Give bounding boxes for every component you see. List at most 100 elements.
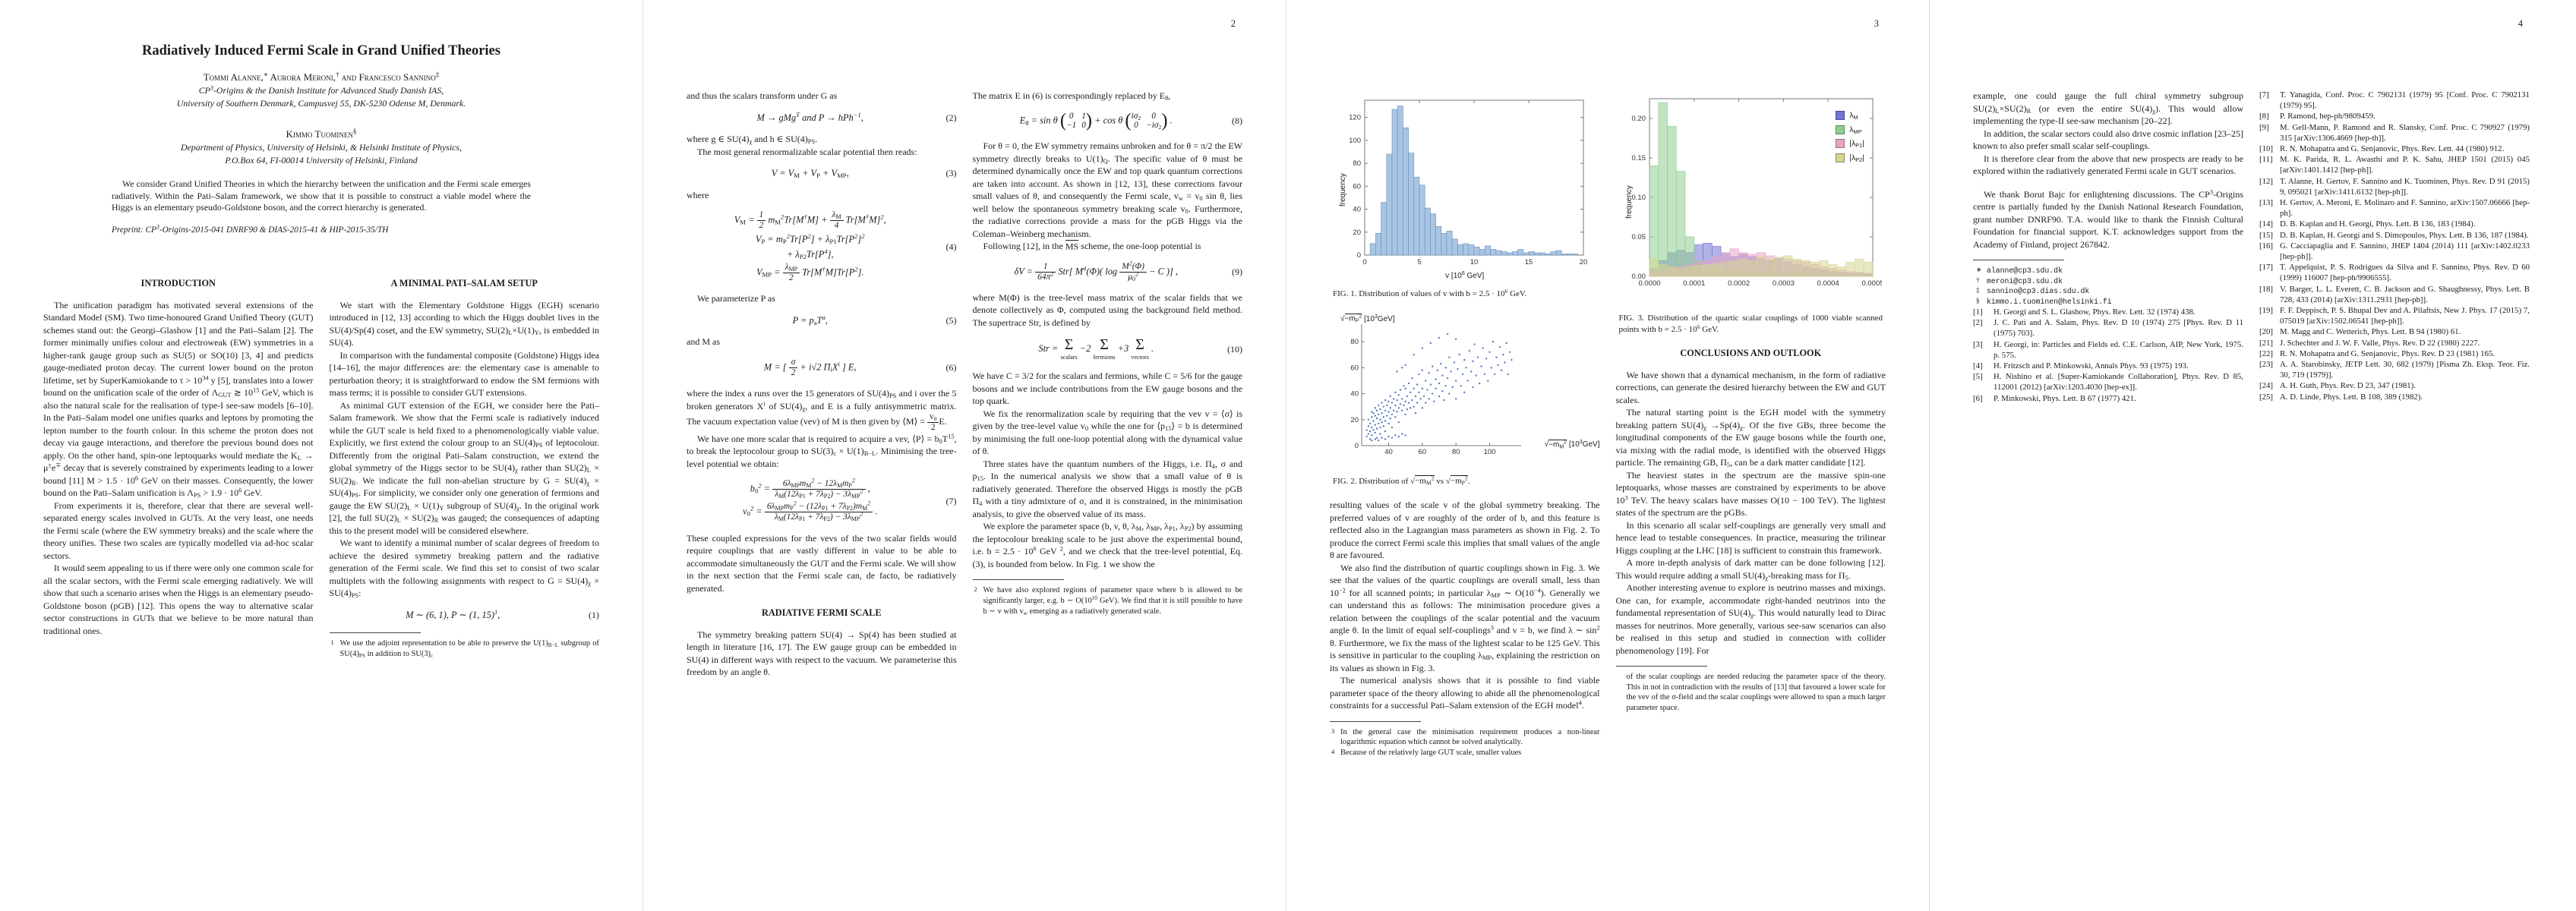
paragraph: We explore the parameter space (b, v, θ,… <box>972 521 1243 569</box>
email-notes: ∗ alanne@cp3.sdu.dk † meroni@cp3.sdu.dk ‡ san… <box>1973 266 2243 307</box>
fig3-plot: 0.0000 0.0001 0.0002 0.0003 0.0004 0.0005 0.00… <box>1631 98 1882 288</box>
paragraph: We have C = 3/2 for the scalars and ferm… <box>972 370 1243 407</box>
svg-text:20: 20 <box>1353 229 1361 237</box>
affiliation-line: P.O.Box 64, FI-00014 University of Helsi… <box>225 155 418 166</box>
paragraph: resulting values of the scale v of the g… <box>1330 500 1600 561</box>
footnote-text: In the general case the minimisation req… <box>1340 727 1600 747</box>
svg-text:60: 60 <box>1353 182 1361 191</box>
affiliation-line: CP3-Origins & the Danish Institute for A… <box>198 84 444 96</box>
footnote-rule <box>1330 720 1421 722</box>
equation-line: + λP2Tr[P4], <box>786 247 834 260</box>
reference-text: A. A. Starobinsky, JETP Lett. 30, 682 (1… <box>2280 360 2530 380</box>
reference-text: H. Nishino et al. [Super-Kamiokande Coll… <box>1994 372 2243 392</box>
reference-item: [5] H. Nishino et al. [Super-Kamiokande C… <box>1973 371 2243 392</box>
paragraph: We parameterize P as <box>697 293 775 304</box>
figure-block: 0.0000 0.0001 0.0002 0.0003 0.0004 0.0005 0.00… <box>1616 91 1886 335</box>
email-mark: § <box>1976 296 1980 304</box>
svg-text:0.0003: 0.0003 <box>1772 279 1794 288</box>
footnote: 3 In the general case the minimisation re… <box>1330 727 1600 748</box>
reference-text: A. D. Linde, Phys. Lett. B 108, 389 (198… <box>2280 392 2423 402</box>
reference-text: T. Yanagida, Conf. Proc. C 7902131 (1979… <box>2280 90 2530 111</box>
reference-item: [6] P. Minkowski, Phys. Lett. B 67 (1977)… <box>1973 393 2243 404</box>
svg-text:0.05: 0.05 <box>1631 233 1646 241</box>
reference-label: [16] <box>2259 241 2273 251</box>
svg-text:0.0002: 0.0002 <box>1728 279 1750 288</box>
equation-number: (8) <box>1232 115 1242 127</box>
paragraph: We also find the distribution of quartic… <box>1330 562 1600 673</box>
affiliation-line: University of Southern Denmark, Campusve… <box>176 98 466 109</box>
svg-text:10: 10 <box>1470 258 1479 266</box>
figure-fig1: 0 5 10 15 20 0 20 40 60 80 100 120 frequency v [106 G… <box>1330 91 1600 282</box>
reference-item: [17] T. Appelquist, P. S. Rodrigues da Si… <box>2259 262 2530 283</box>
two-column-area: example, one could gauge the full chiral… <box>1930 90 2573 404</box>
email-address: alanne@cp3.sdu.dk <box>1987 266 2063 275</box>
page-3: 3 0 5 10 15 20 0 20 40 60 80 100 120 frequency v [106 … <box>1286 0 1930 911</box>
equation-number: (10) <box>1227 344 1242 355</box>
footnote-text: We use the adjoint representation to be … <box>339 639 600 659</box>
legend-label: λM <box>1849 111 1858 121</box>
reference-text: D. B. Kaplan, H. Georgi and S. Dimopoulo… <box>2280 230 2529 240</box>
paragraph: and M as <box>687 336 720 348</box>
fig2-plot: 40 60 80 100 0 20 40 60 80 <box>1350 323 1521 456</box>
fig3-ylabel: frequency <box>1624 185 1634 219</box>
reference-text: M. Gell-Mann, P. Ramond and R. Slansky, … <box>2280 122 2530 143</box>
reference-text: H. Fritzsch and P. Minkowski, Annals Phy… <box>1994 361 2189 371</box>
svg-text:40: 40 <box>1384 448 1393 456</box>
paragraph: The numerical analysis shows that it is … <box>1330 675 1600 711</box>
reference-item: [25] A. D. Linde, Phys. Lett. B 108, 389 … <box>2259 392 2530 402</box>
column-1: example, one could gauge the full chiral… <box>1973 90 2243 404</box>
reference-label: [20] <box>2259 327 2273 337</box>
footnote: 2 We have also explored regions of parame… <box>973 585 1243 616</box>
column-1: 0 5 10 15 20 0 20 40 60 80 100 120 frequency v [106 G… <box>1330 90 1600 758</box>
equation-line: M → gMgT and P → hPh−1, <box>756 110 863 123</box>
figure-caption: FIG. 1. Distribution of values of v with… <box>1333 287 1527 298</box>
paragraph: We fix the renormalization scale by requ… <box>972 408 1243 457</box>
paragraph: where the index a runs over the 15 gener… <box>687 388 957 432</box>
reference-text: M. K. Parida, R. L. Awasthi and P. K. Sa… <box>2280 155 2530 175</box>
paragraph: We start with the Elementary Goldstone H… <box>329 299 600 348</box>
legend-swatch <box>1836 111 1845 121</box>
reference-text: J. C. Pati and A. Salam, Phys. Rev. D 10… <box>1994 318 2243 339</box>
svg-text:0.0005: 0.0005 <box>1861 279 1882 288</box>
equation-line: V = VM + VP + VMP, <box>771 168 849 180</box>
svg-text:0.20: 0.20 <box>1631 115 1646 123</box>
reference-label: [10] <box>2259 144 2273 154</box>
email-address: meroni@cp3.sdu.dk <box>1987 276 2063 285</box>
reference-label: [13] <box>2259 198 2273 208</box>
svg-text:20: 20 <box>1350 415 1359 424</box>
footnote-mark: 1 <box>330 638 334 647</box>
preprint-line: Preprint: CP3-Origins-2015-041 DNRF90 & … <box>112 224 389 235</box>
equation-body: P = paTa, <box>687 312 934 329</box>
reference-item: [9] M. Gell-Mann, P. Ramond and R. Slansk… <box>2259 122 2530 143</box>
equation-number: (3) <box>945 168 957 178</box>
email-note: § kimmo.i.tuominen@helsinki.fi <box>1973 297 2243 307</box>
reference-label: [15] <box>2259 230 2273 240</box>
svg-text:5: 5 <box>1417 258 1421 266</box>
paragraph: We want to identify a minimal number of … <box>329 537 600 600</box>
paragraph: In this scenario all scalar self-couplin… <box>1615 519 1886 556</box>
svg-text:0.00: 0.00 <box>1631 273 1646 281</box>
footnote-mark: 4 <box>1331 747 1335 755</box>
reference-item: [10] R. N. Mohapatra and G. Senjanovic, P… <box>2259 143 2530 154</box>
equation-line: δV = 1 64π2 Str[ M4(Φ)( log M2(Φ) μ02 − C … <box>1014 260 1179 282</box>
footnote-rule <box>329 632 421 634</box>
svg-text:80: 80 <box>1353 159 1361 168</box>
paragraph: Following [12], in the MS scheme, the on… <box>983 239 1201 252</box>
svg-text:120: 120 <box>1349 114 1361 122</box>
svg-text:100: 100 <box>1484 448 1496 456</box>
equation-number: (6) <box>945 362 957 374</box>
reference-text: D. B. Kaplan and H. Georgi, Phys. Lett. … <box>2280 219 2476 229</box>
equation-body: V = VM + VP + VMP, <box>687 165 934 182</box>
paper-title: Radiatively Induced Fermi Scale in Grand… <box>142 43 500 58</box>
svg-text:100: 100 <box>1349 137 1361 145</box>
page-number: 2 <box>1230 18 1236 29</box>
abstract-text: We consider Grand Unified Theories in wh… <box>112 178 531 213</box>
legend-swatch <box>1836 125 1845 134</box>
reference-item: [2] J. C. Pati and A. Salam, Phys. Rev. D… <box>1973 317 2243 339</box>
legend-item: λM <box>1836 109 1864 122</box>
